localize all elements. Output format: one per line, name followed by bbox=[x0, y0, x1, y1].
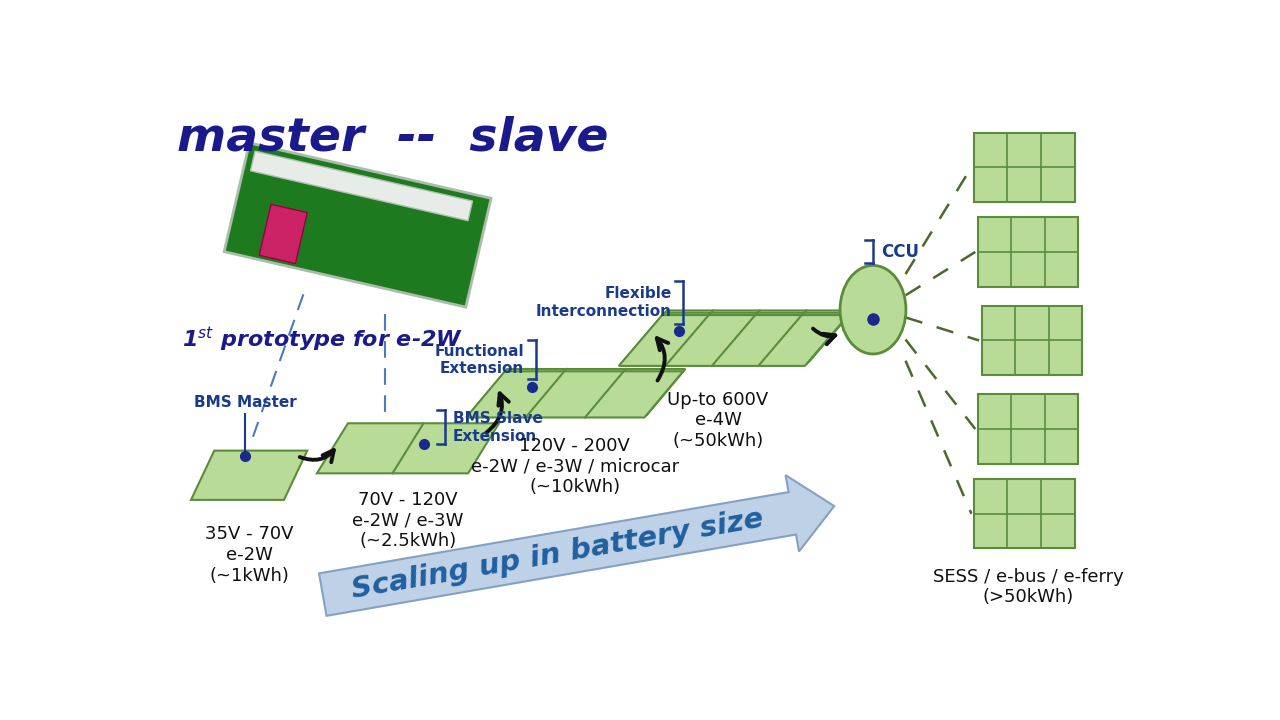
Text: 1$^{st}$ prototype for e-2W: 1$^{st}$ prototype for e-2W bbox=[182, 325, 463, 354]
Bar bbox=[224, 143, 492, 307]
Polygon shape bbox=[621, 312, 850, 364]
Polygon shape bbox=[319, 475, 835, 616]
Polygon shape bbox=[317, 423, 499, 473]
Text: 35V - 70V
e-2W
(~1kWh): 35V - 70V e-2W (~1kWh) bbox=[205, 526, 293, 585]
Polygon shape bbox=[982, 306, 1083, 375]
Polygon shape bbox=[978, 395, 1078, 464]
Text: BMS Master: BMS Master bbox=[193, 395, 297, 410]
Polygon shape bbox=[191, 451, 307, 500]
Text: CCU: CCU bbox=[881, 243, 919, 261]
Text: 120V - 200V
e-2W / e-3W / microcar
(~10kWh): 120V - 200V e-2W / e-3W / microcar (~10k… bbox=[471, 437, 678, 496]
Polygon shape bbox=[466, 372, 684, 418]
Text: Functional
Extension: Functional Extension bbox=[435, 343, 525, 376]
Polygon shape bbox=[974, 132, 1074, 202]
Polygon shape bbox=[623, 310, 852, 361]
Bar bbox=[251, 151, 472, 220]
Polygon shape bbox=[978, 217, 1078, 287]
Bar bbox=[259, 204, 307, 264]
Text: Flexible
Interconnection: Flexible Interconnection bbox=[535, 286, 672, 318]
Polygon shape bbox=[468, 369, 686, 415]
Text: Scaling up in battery size: Scaling up in battery size bbox=[349, 504, 765, 603]
Text: Up-to 600V
e-4W
(~50kWh): Up-to 600V e-4W (~50kWh) bbox=[667, 390, 768, 450]
Polygon shape bbox=[618, 315, 849, 366]
Text: SESS / e-bus / e-ferry
(>50kWh): SESS / e-bus / e-ferry (>50kWh) bbox=[933, 567, 1124, 606]
Polygon shape bbox=[974, 479, 1074, 549]
Text: 70V - 120V
e-2W / e-3W
(~2.5kWh): 70V - 120V e-2W / e-3W (~2.5kWh) bbox=[352, 490, 463, 550]
Text: master  --  slave: master -- slave bbox=[177, 116, 608, 161]
Ellipse shape bbox=[840, 266, 906, 354]
Text: BMS Slave
Extension: BMS Slave Extension bbox=[453, 411, 543, 444]
